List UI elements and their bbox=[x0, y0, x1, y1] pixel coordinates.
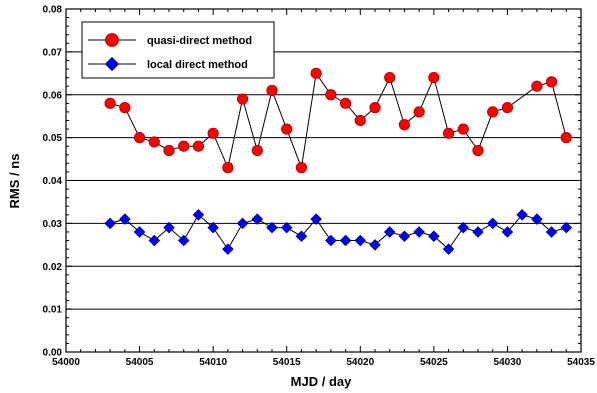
data-point-diamond bbox=[354, 234, 367, 247]
data-point-diamond bbox=[369, 239, 381, 251]
legend-label-local: local direct method bbox=[147, 59, 248, 71]
data-point-circle bbox=[442, 127, 455, 139]
data-point-diamond bbox=[339, 234, 352, 247]
y-tick-label: 0.08 bbox=[43, 5, 63, 16]
data-point-diamond bbox=[457, 221, 470, 234]
data-point-circle bbox=[178, 140, 190, 152]
data-point-circle bbox=[104, 97, 116, 109]
series-layer bbox=[104, 67, 573, 255]
data-point-diamond bbox=[398, 230, 411, 243]
data-point-diamond bbox=[119, 213, 131, 225]
data-point-circle bbox=[163, 144, 175, 157]
data-point-circle bbox=[472, 144, 484, 157]
data-point-circle bbox=[281, 123, 293, 135]
x-tick-label: 54005 bbox=[126, 357, 154, 368]
data-point-circle bbox=[384, 72, 396, 84]
data-point-circle bbox=[487, 106, 499, 118]
data-point-diamond bbox=[383, 226, 396, 238]
data-point-circle bbox=[266, 84, 278, 97]
y-axis-label: RMS / ns bbox=[7, 154, 22, 209]
data-point-circle bbox=[119, 102, 131, 114]
data-point-circle bbox=[207, 127, 219, 139]
data-point-circle bbox=[560, 132, 572, 144]
x-axis-label: MJD / day bbox=[291, 374, 352, 389]
data-point-diamond bbox=[251, 213, 264, 225]
data-point-diamond bbox=[133, 226, 146, 238]
data-point-circle bbox=[148, 136, 160, 148]
series-line bbox=[110, 71, 567, 170]
legend: quasi-direct method local direct method bbox=[81, 21, 275, 79]
data-point-circle bbox=[222, 162, 234, 174]
data-point-diamond bbox=[207, 221, 219, 234]
data-point-diamond bbox=[236, 217, 249, 230]
y-tick-label: 0.05 bbox=[43, 133, 63, 144]
y-tick-label: 0.03 bbox=[43, 219, 63, 230]
data-point-diamond bbox=[486, 217, 499, 230]
data-point-diamond bbox=[148, 234, 161, 247]
data-point-diamond bbox=[516, 209, 528, 221]
x-tick-label: 54035 bbox=[567, 357, 595, 368]
data-point-diamond bbox=[472, 226, 484, 238]
data-point-circle bbox=[531, 80, 543, 92]
data-point-circle bbox=[398, 119, 411, 131]
plot-frame bbox=[65, 8, 582, 353]
x-tick-label: 54020 bbox=[346, 357, 374, 368]
series-local-direct bbox=[104, 209, 573, 255]
data-point-diamond bbox=[177, 234, 190, 247]
y-tick-label: 0.07 bbox=[43, 47, 63, 58]
legend-marker-local bbox=[104, 56, 120, 72]
data-point-circle bbox=[295, 162, 308, 174]
data-point-circle bbox=[457, 123, 469, 135]
data-point-circle bbox=[369, 102, 381, 114]
data-point-diamond bbox=[192, 209, 205, 221]
data-point-diamond bbox=[222, 243, 234, 255]
y-tick-label: 0.02 bbox=[43, 262, 63, 273]
data-point-diamond bbox=[310, 213, 322, 225]
data-point-diamond bbox=[325, 234, 337, 247]
data-point-circle bbox=[310, 67, 322, 79]
data-point-circle bbox=[133, 132, 146, 144]
data-point-diamond bbox=[266, 221, 278, 234]
data-point-circle bbox=[339, 97, 352, 109]
data-point-circle bbox=[413, 106, 425, 118]
x-tick-label: 54010 bbox=[199, 357, 227, 368]
data-point-diamond bbox=[428, 230, 440, 243]
data-point-circle bbox=[192, 140, 205, 152]
x-tick-label: 54030 bbox=[494, 357, 522, 368]
data-point-circle bbox=[325, 89, 337, 101]
data-point-diamond bbox=[163, 221, 175, 234]
data-point-diamond bbox=[545, 226, 558, 238]
data-point-diamond bbox=[442, 243, 455, 255]
legend-label-quasi: quasi-direct method bbox=[147, 35, 252, 47]
data-point-circle bbox=[545, 76, 558, 88]
x-tick-label: 54025 bbox=[420, 357, 448, 368]
data-point-diamond bbox=[501, 226, 514, 238]
y-tick-label: 0.06 bbox=[43, 90, 63, 101]
data-point-diamond bbox=[560, 221, 573, 234]
data-point-diamond bbox=[531, 213, 543, 225]
data-point-circle bbox=[428, 72, 440, 84]
series-line bbox=[110, 214, 567, 251]
data-point-diamond bbox=[104, 217, 116, 230]
data-point-diamond bbox=[295, 230, 308, 243]
plot-border bbox=[65, 8, 582, 353]
data-point-circle bbox=[354, 114, 366, 127]
data-point-diamond bbox=[280, 221, 293, 234]
gridlines bbox=[66, 51, 581, 310]
x-tick-label: 54000 bbox=[52, 357, 80, 368]
data-point-circle bbox=[501, 102, 514, 114]
y-tick-label: 0.00 bbox=[43, 348, 63, 359]
legend-marker-quasi bbox=[105, 33, 119, 47]
data-point-diamond bbox=[413, 226, 425, 238]
y-tick-label: 0.01 bbox=[43, 305, 63, 316]
data-point-circle bbox=[251, 144, 263, 157]
data-point-circle bbox=[236, 93, 249, 105]
series-quasi-direct bbox=[104, 67, 572, 174]
x-tick-label: 54015 bbox=[273, 357, 301, 368]
y-tick-label: 0.04 bbox=[43, 176, 63, 187]
